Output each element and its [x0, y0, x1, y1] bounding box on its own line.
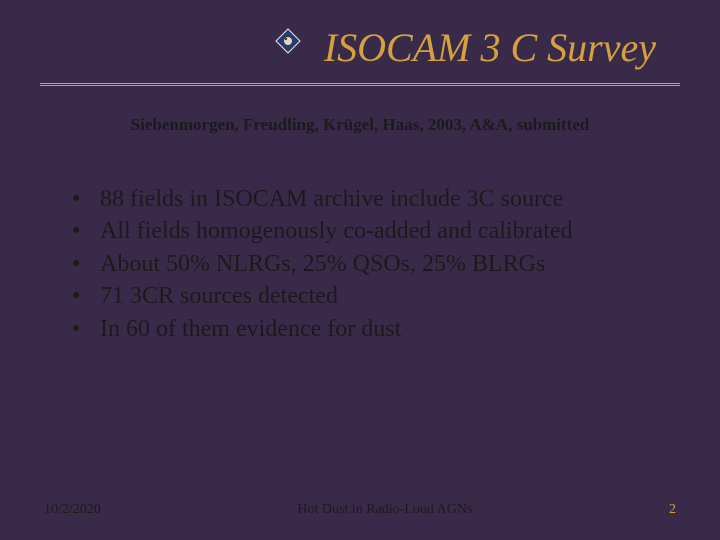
list-item: In 60 of them evidence for dust — [72, 313, 720, 345]
footer-title: Hot Dust in Radio-Loud AGNs — [101, 502, 669, 518]
title-row: ISOCAM 3 C Survey — [0, 0, 720, 79]
footer: 10/2/2020 Hot Dust in Radio-Loud AGNs 2 — [0, 502, 720, 518]
bullet-list: 88 fields in ISOCAM archive include 3C s… — [72, 183, 720, 345]
title-divider — [40, 83, 680, 87]
slide-title: ISOCAM 3 C Survey — [324, 24, 656, 71]
list-item: 71 3CR sources detected — [72, 280, 720, 312]
list-item: About 50% NLRGs, 25% QSOs, 25% BLRGs — [72, 248, 720, 280]
footer-page-number: 2 — [669, 502, 676, 518]
iso-logo-icon — [274, 27, 302, 60]
list-item: 88 fields in ISOCAM archive include 3C s… — [72, 183, 720, 215]
subtitle-citation: Siebenmorgen, Freudling, Krügel, Haas, 2… — [0, 115, 720, 135]
footer-date: 10/2/2020 — [44, 502, 101, 518]
list-item: All fields homogenously co-added and cal… — [72, 215, 720, 247]
slide: ISOCAM 3 C Survey Siebenmorgen, Freudlin… — [0, 0, 720, 540]
